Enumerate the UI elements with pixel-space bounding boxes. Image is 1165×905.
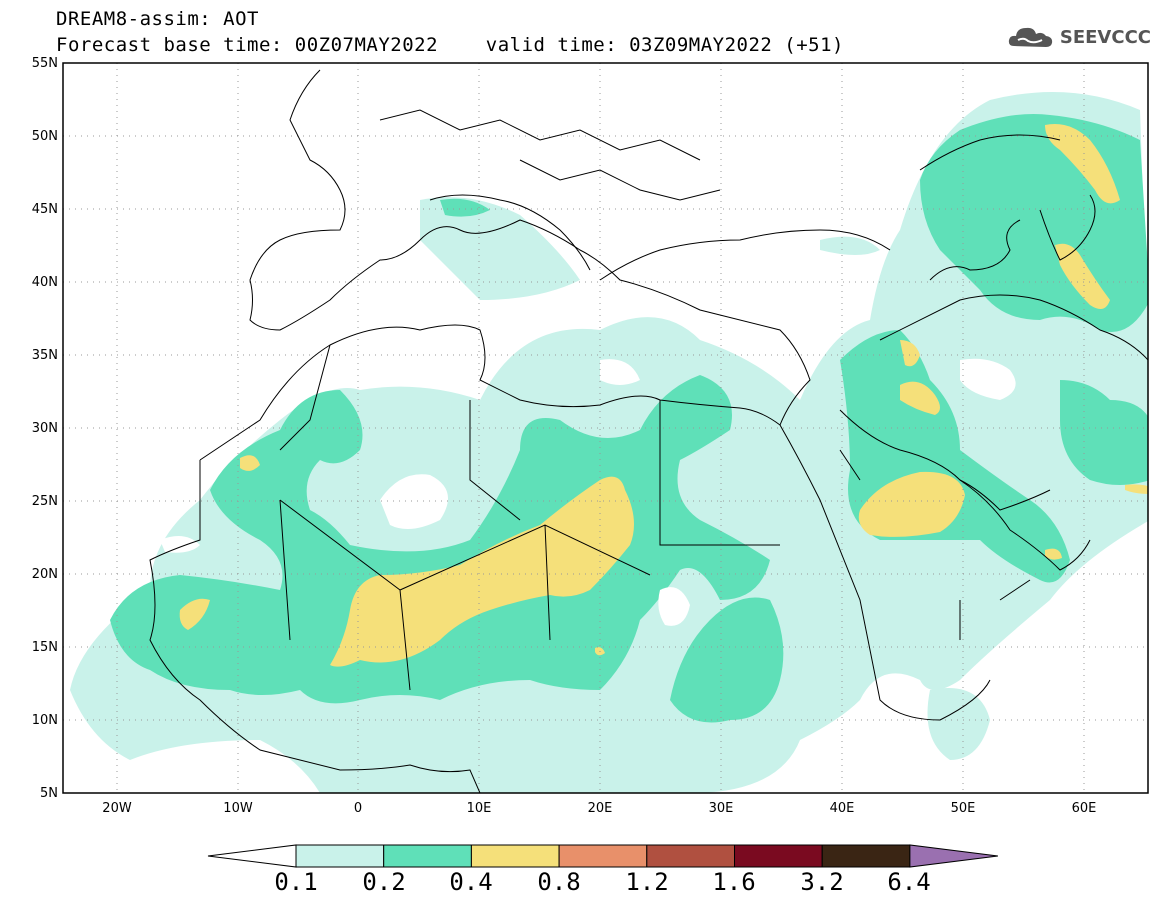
aot-level-0.4 xyxy=(179,124,1148,667)
colorbar-label: 0.1 xyxy=(274,868,318,896)
colorbar-over-triangle xyxy=(909,844,998,868)
lat-label: 45N xyxy=(32,202,58,217)
logo-text: SEEVCCC xyxy=(1059,26,1151,48)
colorbar-swatch xyxy=(383,844,472,868)
lat-label: 10N xyxy=(32,713,58,728)
aot-level-0.2 xyxy=(110,114,1148,723)
colorbar-swatch xyxy=(470,844,560,868)
lon-label: 20E xyxy=(588,801,613,816)
forecast-time-line: Forecast base time: 00Z07MAY2022 valid t… xyxy=(56,34,844,56)
lon-label: 30E xyxy=(709,801,734,816)
lon-label: 40E xyxy=(830,801,855,816)
longitude-axis: 20W 10W 0 10E 20E 30E 40E 50E 60E xyxy=(102,801,1096,816)
lon-label: 50E xyxy=(951,801,976,816)
colorbar-swatch xyxy=(558,844,648,868)
colorbar-swatch xyxy=(821,844,911,868)
lat-label: 30N xyxy=(32,421,58,436)
lon-label: 0 xyxy=(354,801,362,816)
lat-label: 55N xyxy=(32,56,58,71)
colorbar xyxy=(207,844,998,868)
colorbar-label: 0.4 xyxy=(449,868,493,896)
lon-label: 60E xyxy=(1072,801,1097,816)
lon-label: 10W xyxy=(223,801,253,816)
colorbar-label: 6.4 xyxy=(887,868,931,896)
plot-frame xyxy=(62,62,1149,794)
lat-label: 5N xyxy=(40,786,58,801)
colorbar-under-triangle xyxy=(207,844,297,868)
colorbar-swatch xyxy=(646,844,735,868)
colorbar-swatch xyxy=(295,844,385,868)
graticule xyxy=(63,63,1148,793)
colorbar-label: 0.2 xyxy=(362,868,406,896)
colorbar-swatch xyxy=(734,844,823,868)
lon-label: 10E xyxy=(467,801,492,816)
map-title: DREAM8-assim: AOT xyxy=(56,8,259,30)
lon-label: 20W xyxy=(102,801,132,816)
lat-label: 50N xyxy=(32,129,58,144)
aot-clear-areas xyxy=(160,358,1016,626)
cloud-icon xyxy=(1008,27,1052,47)
latitude-axis: 55N 50N 45N 40N 35N 30N 25N 20N 15N 10N … xyxy=(32,56,58,801)
aot-field xyxy=(70,92,1148,793)
colorbar-label: 1.2 xyxy=(625,868,669,896)
colorbar-label: 0.8 xyxy=(537,868,581,896)
coastlines xyxy=(149,69,1148,793)
colorbar-label: 3.2 xyxy=(800,868,844,896)
lat-label: 25N xyxy=(32,494,58,509)
seevccc-logo: SEEVCCC xyxy=(1006,22,1151,52)
colorbar-label: 1.6 xyxy=(712,868,756,896)
lat-label: 35N xyxy=(32,348,58,363)
lat-label: 15N xyxy=(32,640,58,655)
lat-label: 40N xyxy=(32,275,58,290)
lat-label: 20N xyxy=(32,567,58,582)
